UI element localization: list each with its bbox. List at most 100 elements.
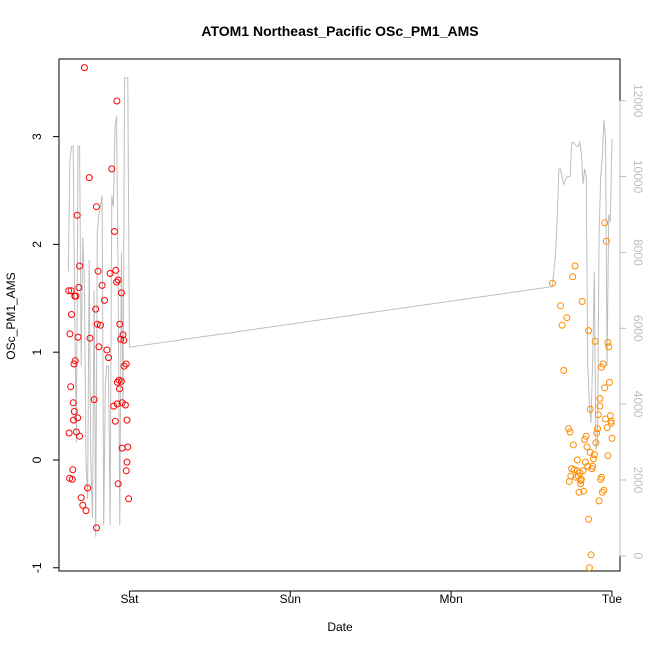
data-point — [73, 211, 81, 219]
data-point — [594, 425, 601, 433]
data-point — [69, 399, 77, 407]
data-point — [578, 298, 586, 305]
data-point — [66, 474, 74, 482]
data-point — [117, 377, 125, 385]
data-point — [582, 432, 590, 440]
data-point — [120, 336, 128, 344]
data-point — [607, 419, 615, 427]
data-point — [84, 484, 92, 492]
data-point — [117, 289, 125, 297]
data-point — [113, 97, 121, 105]
data-point — [123, 416, 131, 424]
data-point — [74, 333, 82, 341]
data-point — [608, 434, 616, 442]
data-point — [599, 360, 607, 368]
data-point — [585, 515, 593, 523]
data-point — [563, 314, 571, 322]
data-point — [95, 343, 103, 351]
data-point — [111, 228, 118, 235]
axis-layer: Sat Sun Mon Tue -1 0 1 2 3 0 2000 4000 6000 8000 10000… — [30, 84, 645, 606]
y-tick-label: 0 — [30, 456, 44, 463]
data-point — [585, 327, 593, 335]
data-point — [598, 363, 605, 371]
data-point — [590, 455, 597, 463]
data-point — [123, 458, 131, 466]
data-point — [70, 408, 78, 415]
data-point — [74, 414, 82, 422]
data-point — [588, 465, 596, 473]
data-point — [106, 270, 114, 277]
data-point — [90, 396, 98, 404]
data-point — [596, 402, 604, 410]
data-point — [114, 480, 122, 488]
data-point — [583, 443, 591, 451]
y-axis-label: OSc_PM1_AMS — [4, 272, 18, 359]
data-point — [69, 466, 77, 474]
data-point — [598, 473, 605, 481]
x-axis-label: Date — [327, 620, 353, 634]
data-point — [567, 472, 575, 480]
y2-tick-label: 10000 — [631, 160, 645, 194]
data-point — [560, 367, 568, 374]
data-point — [122, 360, 130, 368]
y2-tick-label: 6000 — [631, 315, 645, 342]
data-point — [586, 405, 594, 413]
data-point — [103, 346, 111, 354]
data-point — [124, 443, 132, 451]
data-point — [71, 292, 79, 300]
data-point — [93, 203, 100, 211]
y2-tick-label: 12000 — [631, 84, 645, 118]
data-point — [573, 456, 581, 464]
data-point — [595, 497, 603, 505]
data-point — [606, 378, 613, 386]
x-tick-label: Tue — [602, 592, 623, 606]
data-point — [125, 495, 133, 503]
data-point — [113, 378, 121, 386]
data-point — [76, 432, 84, 440]
data-point — [65, 429, 73, 437]
data-point — [70, 360, 78, 368]
data-point — [592, 439, 600, 447]
data-point — [92, 305, 100, 313]
data-point — [604, 452, 612, 460]
data-point — [558, 321, 566, 329]
data-point — [97, 321, 104, 329]
data-point — [79, 501, 87, 509]
series-line — [67, 77, 613, 537]
data-point — [114, 276, 122, 284]
data-point — [117, 335, 125, 343]
data-point — [66, 330, 74, 338]
y2-tick-label: 8000 — [631, 239, 645, 266]
data-point — [65, 287, 73, 295]
data-point — [548, 279, 556, 287]
data-point — [85, 174, 93, 182]
x-tick-label: Sun — [280, 592, 301, 606]
data-point — [98, 281, 106, 289]
data-point — [572, 473, 580, 481]
plot-frame — [58, 58, 621, 572]
data-point — [76, 262, 84, 270]
data-point — [67, 383, 75, 391]
data-point — [601, 219, 609, 227]
data-point — [601, 384, 609, 392]
x-tick-label: Sat — [120, 592, 139, 606]
data-point — [570, 466, 578, 474]
data-point — [598, 488, 606, 496]
data-point — [590, 451, 598, 459]
data-point — [602, 237, 610, 245]
data-point — [585, 564, 593, 572]
y-tick-label: 1 — [30, 349, 44, 356]
data-point — [113, 278, 121, 286]
data-point — [591, 337, 599, 345]
y2-tick-label: 4000 — [631, 391, 645, 418]
data-point — [565, 425, 572, 433]
data-point — [593, 429, 601, 437]
data-point — [607, 417, 615, 425]
y-tick-label: 3 — [30, 133, 44, 140]
y-tick-label: 2 — [30, 241, 44, 248]
data-point — [569, 273, 577, 281]
data-point — [587, 551, 595, 559]
data-point — [586, 448, 594, 456]
data-point — [604, 339, 612, 346]
